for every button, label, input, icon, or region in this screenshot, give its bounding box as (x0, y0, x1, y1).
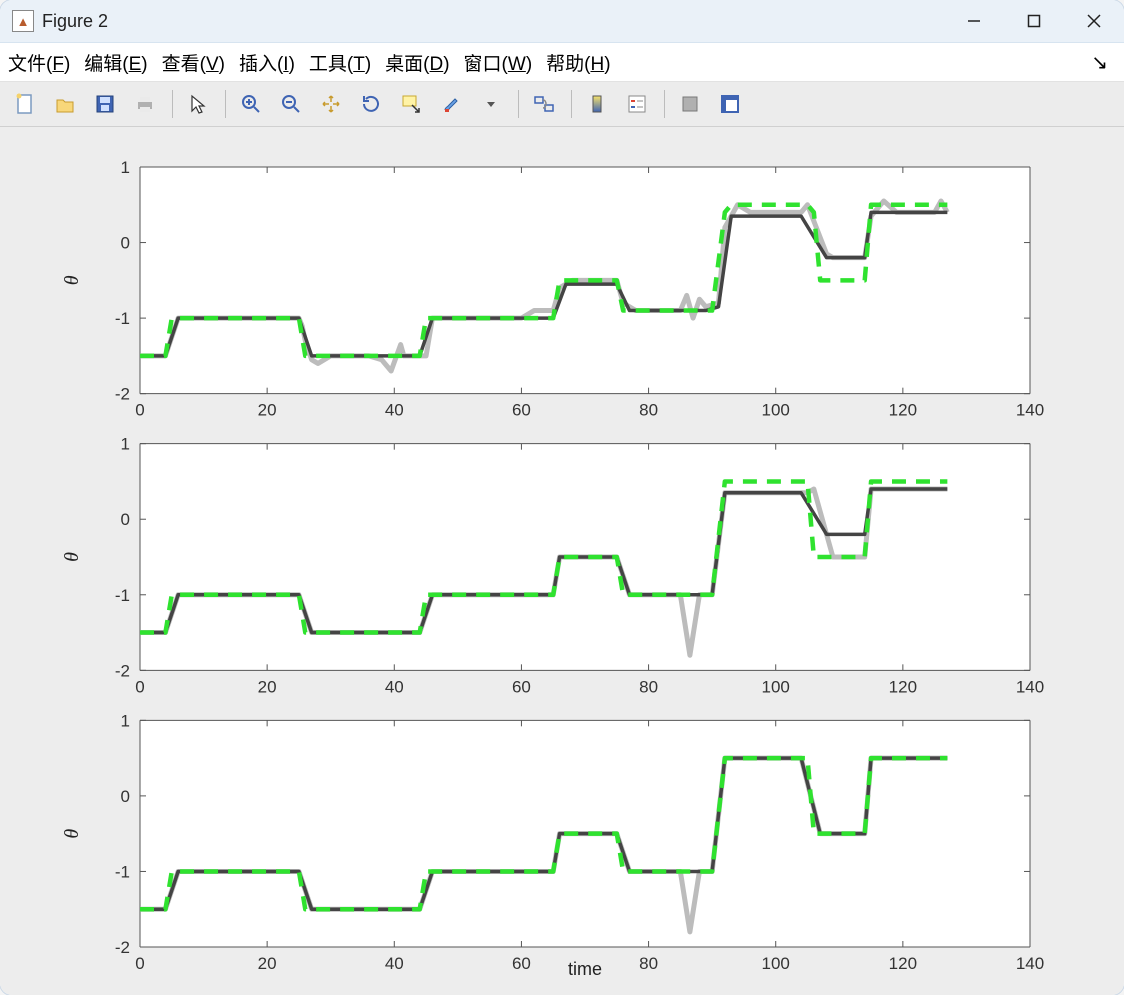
svg-text:100: 100 (762, 677, 790, 696)
svg-text:120: 120 (889, 677, 917, 696)
dock-arrow-icon[interactable]: ↘ (1091, 50, 1116, 75)
svg-text:40: 40 (385, 677, 404, 696)
menu-help[interactable]: 帮助(H) (546, 49, 610, 76)
pointer-button[interactable] (179, 85, 217, 123)
rotate-button[interactable] (352, 85, 390, 123)
menu-tools[interactable]: 工具(T) (309, 49, 371, 76)
svg-text:0: 0 (121, 234, 130, 253)
matlab-icon: ▲ (12, 10, 34, 32)
svg-text:-2: -2 (115, 938, 130, 957)
svg-text:40: 40 (385, 954, 404, 973)
brush-button[interactable] (432, 85, 470, 123)
save-button[interactable] (86, 85, 124, 123)
dropdown-arrow-button[interactable] (472, 85, 510, 123)
svg-text:60: 60 (512, 677, 531, 696)
titlebar[interactable]: ▲ Figure 2 (0, 0, 1124, 43)
new-file-button[interactable] (6, 85, 44, 123)
svg-text:-1: -1 (115, 862, 130, 881)
print-button[interactable] (126, 85, 164, 123)
window-title: Figure 2 (42, 11, 108, 32)
legend-button[interactable] (618, 85, 656, 123)
svg-text:-2: -2 (115, 661, 130, 680)
svg-text:-2: -2 (115, 385, 130, 404)
svg-text:100: 100 (762, 954, 790, 973)
svg-text:140: 140 (1016, 954, 1044, 973)
svg-text:40: 40 (385, 401, 404, 420)
close-button[interactable] (1064, 0, 1124, 42)
svg-text:80: 80 (639, 954, 658, 973)
svg-text:1: 1 (121, 158, 130, 177)
svg-text:θ: θ (61, 275, 83, 285)
svg-text:60: 60 (512, 401, 531, 420)
svg-text:-1: -1 (115, 309, 130, 328)
menu-insert[interactable]: 插入(I) (239, 49, 295, 76)
svg-text:60: 60 (512, 954, 531, 973)
svg-text:140: 140 (1016, 401, 1044, 420)
pan-button[interactable] (312, 85, 350, 123)
svg-text:20: 20 (258, 401, 277, 420)
colorbar-button[interactable] (578, 85, 616, 123)
plot-svg: -2-101020406080100120140θ-2-101020406080… (10, 157, 1110, 977)
svg-text:0: 0 (135, 677, 144, 696)
toolbar (0, 82, 1124, 127)
svg-text:time: time (568, 959, 602, 977)
menubar: 文件(F) 编辑(E) 查看(V) 插入(I) 工具(T) 桌面(D) 窗口(W… (0, 43, 1124, 82)
svg-text:20: 20 (258, 677, 277, 696)
svg-text:θ: θ (61, 829, 83, 839)
open-button[interactable] (46, 85, 84, 123)
figure-window: ▲ Figure 2 文件(F) 编辑(E) 查看(V) 插入(I) 工具(T)… (0, 0, 1124, 995)
data-cursor-button[interactable] (392, 85, 430, 123)
zoom-out-button[interactable] (272, 85, 310, 123)
svg-text:0: 0 (121, 787, 130, 806)
svg-text:100: 100 (762, 401, 790, 420)
plot-area[interactable]: -2-101020406080100120140θ-2-101020406080… (0, 127, 1124, 995)
svg-text:1: 1 (121, 711, 130, 730)
svg-text:80: 80 (639, 401, 658, 420)
svg-text:0: 0 (121, 510, 130, 529)
svg-text:-1: -1 (115, 586, 130, 605)
svg-text:0: 0 (135, 954, 144, 973)
svg-text:0: 0 (135, 401, 144, 420)
svg-text:120: 120 (889, 401, 917, 420)
menu-view[interactable]: 查看(V) (162, 49, 225, 76)
menu-window[interactable]: 窗口(W) (464, 49, 533, 76)
zoom-in-button[interactable] (232, 85, 270, 123)
svg-text:20: 20 (258, 954, 277, 973)
svg-text:1: 1 (121, 435, 130, 454)
menu-desktop[interactable]: 桌面(D) (385, 49, 449, 76)
svg-text:140: 140 (1016, 677, 1044, 696)
link-button[interactable] (525, 85, 563, 123)
menu-file[interactable]: 文件(F) (8, 49, 70, 76)
hide-plot-tools-button[interactable] (671, 85, 709, 123)
svg-text:80: 80 (639, 677, 658, 696)
svg-text:θ: θ (61, 552, 83, 562)
minimize-button[interactable] (944, 0, 1004, 42)
svg-text:120: 120 (889, 954, 917, 973)
menu-edit[interactable]: 编辑(E) (84, 49, 147, 76)
show-plot-tools-button[interactable] (711, 85, 749, 123)
maximize-button[interactable] (1004, 0, 1064, 42)
